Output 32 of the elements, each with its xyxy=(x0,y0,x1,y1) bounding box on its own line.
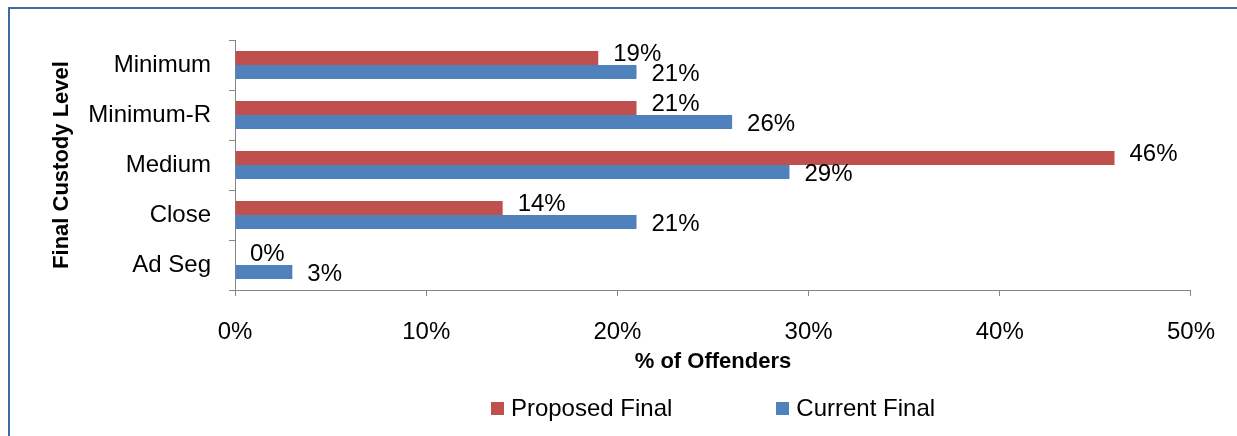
y-tick-label: Minimum-R xyxy=(88,99,211,127)
data-label: 3% xyxy=(307,258,343,286)
data-label: 0% xyxy=(250,238,285,266)
bar xyxy=(235,215,637,229)
x-tick-label: 20% xyxy=(593,317,642,345)
y-tick-label: Ad Seg xyxy=(132,249,211,277)
bar xyxy=(235,115,733,129)
y-tick-label: Medium xyxy=(125,149,211,177)
data-label: 26% xyxy=(747,108,796,136)
x-tick-label: 40% xyxy=(975,317,1024,345)
data-label: 21% xyxy=(651,208,700,236)
x-tick-label: 10% xyxy=(402,317,451,345)
data-label: 21% xyxy=(651,88,700,116)
data-label: 46% xyxy=(1129,138,1178,166)
data-label: 14% xyxy=(517,188,566,216)
bar xyxy=(235,65,637,79)
bar xyxy=(235,201,503,215)
data-label: 29% xyxy=(804,158,853,186)
bar xyxy=(235,101,637,115)
bar xyxy=(235,165,790,179)
legend-label: Current Final xyxy=(796,394,936,422)
x-tick-label: 0% xyxy=(217,317,253,345)
x-axis-title: % of Offenders xyxy=(634,347,792,373)
y-tick-label: Minimum xyxy=(113,49,211,77)
bar xyxy=(235,51,599,65)
bar xyxy=(235,265,293,279)
x-tick-label: 30% xyxy=(784,317,833,345)
bar xyxy=(235,151,1115,165)
y-tick-label: Close xyxy=(149,199,211,227)
legend-label: Proposed Final xyxy=(510,394,673,422)
y-axis-title: Final Custody Level xyxy=(48,61,74,269)
x-tick-label: 50% xyxy=(1166,317,1216,345)
